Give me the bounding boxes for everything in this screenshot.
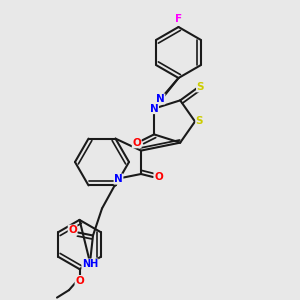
Text: N: N	[156, 94, 165, 104]
Text: O: O	[132, 138, 141, 148]
Text: F: F	[175, 14, 182, 25]
Text: N: N	[150, 103, 158, 114]
Text: O: O	[68, 225, 77, 235]
Text: NH: NH	[82, 259, 98, 269]
Text: O: O	[75, 275, 84, 286]
Text: N: N	[114, 174, 123, 184]
Text: S: S	[196, 82, 204, 92]
Text: O: O	[154, 172, 163, 182]
Text: S: S	[196, 116, 203, 127]
